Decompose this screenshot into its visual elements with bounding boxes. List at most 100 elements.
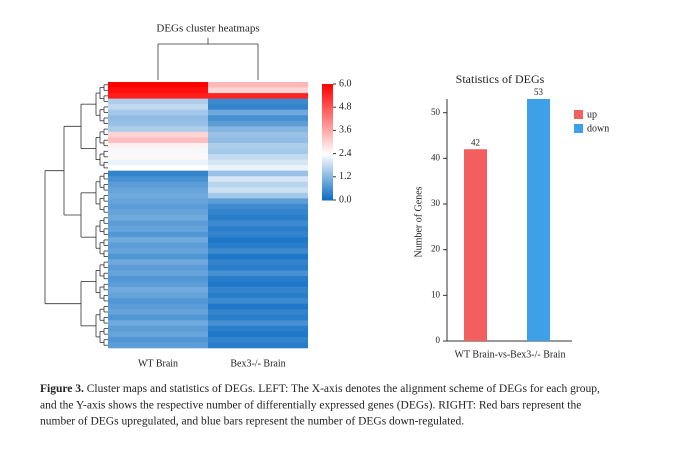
colorbar-label: 1.2	[339, 171, 352, 182]
colorbar-label: 3.6	[339, 125, 352, 136]
heatmap-cell	[208, 259, 308, 266]
heatmap-cell	[108, 159, 208, 166]
heatmap-cell	[208, 142, 308, 149]
heatmap-cell	[108, 248, 208, 255]
heatmap-cell	[208, 220, 308, 227]
heatmap-cell	[208, 181, 308, 188]
colorbar-segment	[322, 167, 333, 170]
heatmap-cell	[208, 154, 308, 160]
heatmap-cell	[208, 98, 308, 105]
caption-text: Cluster maps and statistics of DEGs. LEF…	[84, 383, 600, 395]
heatmap-cell	[108, 336, 208, 343]
colorbar-segment	[322, 188, 333, 191]
heatmap-cell	[108, 237, 208, 244]
heatmap-cell	[208, 187, 308, 194]
colorbar-segment	[322, 186, 333, 189]
colorbar-segment	[322, 99, 333, 102]
heatmap-cell	[208, 253, 308, 260]
colorbar-segment	[322, 120, 333, 124]
bar-title: Statistics of DEGs	[456, 72, 545, 86]
heatmap-cell	[108, 215, 208, 221]
y-axis-label: Number of Genes	[413, 186, 424, 257]
heatmap-cell	[208, 131, 308, 138]
y-tick-label: 50	[431, 107, 441, 117]
caption-line: Figure 3. Cluster maps and statistics of…	[40, 383, 600, 395]
colorbar-segment	[322, 180, 333, 184]
heatmap-cell	[108, 98, 208, 105]
y-tick-label: 30	[431, 198, 441, 208]
colorbar-segment	[322, 113, 333, 116]
heatmap-cell	[108, 93, 208, 99]
colorbar-segment	[322, 155, 333, 158]
heatmap-cell	[108, 192, 208, 199]
heatmap-cell	[208, 137, 308, 144]
column-label: Bex3-/- Brain	[230, 358, 285, 369]
heatmap-cell	[108, 203, 208, 210]
colorbar-segment	[322, 114, 333, 118]
heatmap-cell	[108, 281, 208, 288]
value-label: 53	[534, 87, 544, 97]
colorbar-segment	[322, 142, 333, 145]
colorbar-segment	[322, 85, 333, 89]
heatmap-cell	[108, 198, 208, 205]
heatmap-cell	[108, 242, 208, 249]
heatmap-cell	[108, 115, 208, 122]
legend-label: up	[587, 109, 597, 120]
colorbar-segment	[322, 132, 333, 135]
heatmap-cell	[208, 209, 308, 216]
heatmap-cell	[208, 165, 308, 171]
heatmap-cell	[108, 120, 208, 127]
heatmap-cell	[208, 309, 308, 316]
heatmap-cell	[108, 298, 208, 304]
heatmap-cell	[208, 242, 308, 249]
heatmap-cell	[108, 253, 208, 260]
heatmap-cell	[208, 275, 308, 282]
heatmap-cell	[108, 231, 208, 238]
heatmap-cell	[208, 298, 308, 304]
heatmap-cell	[108, 181, 208, 188]
caption-line: number of DEGs upregulated, and blue bar…	[40, 416, 464, 428]
heatmap-cell	[108, 109, 208, 116]
colorbar-segment	[322, 116, 333, 120]
colorbar-segment	[322, 97, 333, 100]
colorbar-segment	[322, 91, 333, 95]
heatmap-cell	[208, 198, 308, 205]
heatmap-cell	[208, 126, 308, 133]
heatmap-cell	[108, 165, 208, 171]
colorbar-segment	[322, 151, 333, 155]
heatmap-cell	[108, 170, 208, 177]
colorbar-segment	[322, 89, 333, 93]
colorbar-segment	[322, 122, 333, 126]
colorbar-segment	[322, 130, 333, 133]
value-label: 42	[471, 137, 480, 147]
y-tick-label: 10	[431, 289, 441, 299]
heatmap-cell	[208, 237, 308, 244]
heatmap-cell	[208, 93, 308, 99]
colorbar-segment	[322, 192, 333, 195]
heatmap-cell	[108, 264, 208, 271]
heatmap-cell	[108, 270, 208, 277]
heatmap-cell	[208, 109, 308, 116]
caption-label: Figure 3.	[40, 383, 84, 395]
colorbar-segment	[322, 165, 333, 168]
colorbar-segment	[322, 111, 333, 114]
colorbar-segment	[322, 190, 333, 193]
legend-swatch	[574, 124, 583, 133]
colorbar-segment	[322, 172, 333, 176]
heatmap-cell	[108, 287, 208, 293]
heatmap-cell	[208, 342, 308, 349]
heatmap-cell	[208, 231, 308, 238]
caption-line: and the Y-axis shows the respective numb…	[40, 400, 581, 412]
heatmap-cell	[208, 336, 308, 343]
y-tick-label: 0	[436, 335, 441, 345]
colorbar-segment	[322, 171, 333, 174]
colorbar-segment	[322, 118, 333, 122]
colorbar-label: 0.0	[339, 194, 352, 205]
heatmap-cell	[208, 203, 308, 210]
colorbar-segment	[322, 109, 333, 112]
heatmap-cell	[208, 314, 308, 321]
y-tick-label: 20	[431, 244, 441, 254]
colorbar-segment	[322, 105, 333, 108]
colorbar-segment	[322, 153, 333, 157]
colorbar-segment	[322, 184, 333, 187]
